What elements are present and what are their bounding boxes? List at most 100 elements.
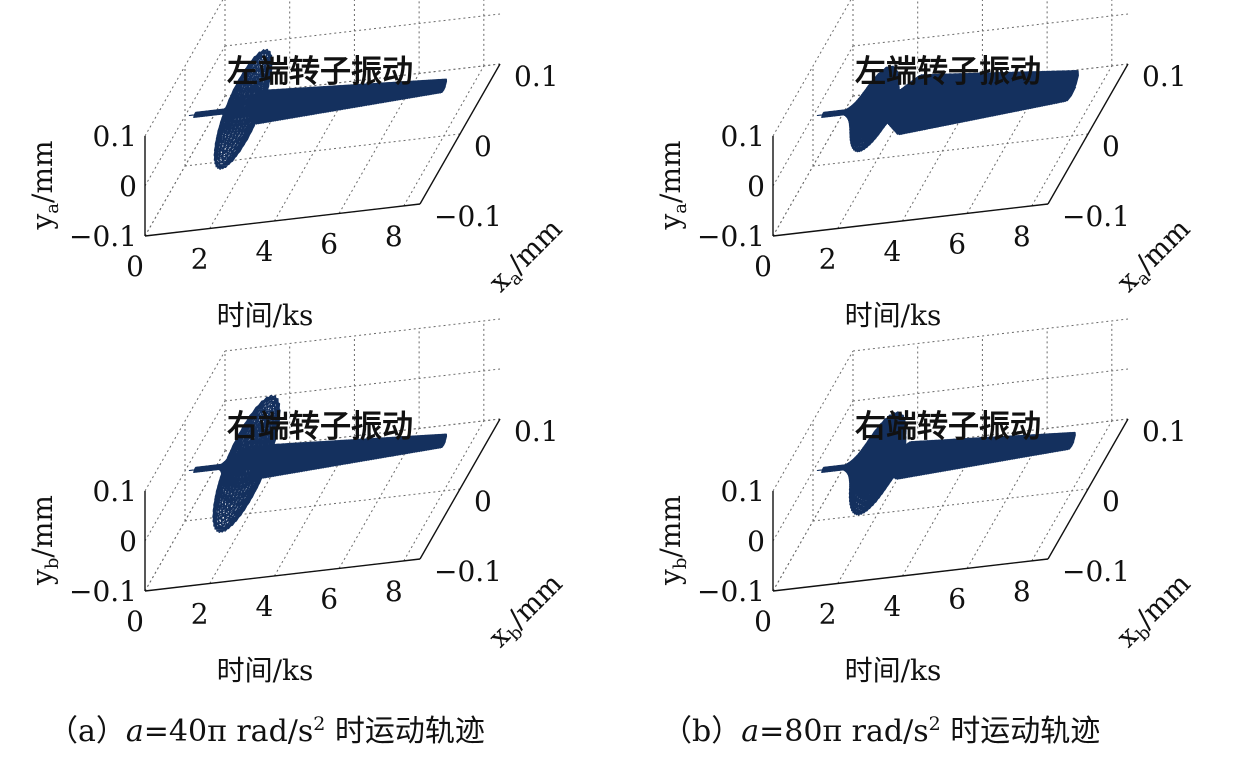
z-tick-label: −0.1 [1062,555,1130,588]
y-tick-label: 0.1 [92,120,137,153]
z-tick-label: −0.1 [1062,200,1130,233]
figure-canvas: 0 2 4 6 80.10−0.10.10−0.1左端转子振动时间/ksya/mmxa/… [26,0,1197,687]
time-axis-line [144,203,421,237]
depth-axis-line [419,63,501,205]
grid-back-y [852,368,1129,402]
z-tick-label: 0.1 [1142,60,1187,93]
time-axis-line [772,558,1049,592]
x-tick-label: 4 [255,590,273,623]
chart-b-right: 0 2 4 6 80.10−0.10.10−0.1右端转子振动时间/ksyb/mmxb/… [654,318,1197,687]
x-tick-label: 6 [320,227,338,260]
caption-b-suffix: 时运动轨迹 [940,714,1101,749]
y-tick-label: 0 [119,170,137,203]
grid-back-y [852,13,1129,47]
y-tick-label: 0.1 [720,120,765,153]
grid-left-y [144,350,226,492]
y-axis-label-sub: b [670,558,691,570]
trajectory-line [816,65,1079,153]
x-tick-label: 8 [1013,220,1031,253]
z-tick-label: 0 [474,485,492,518]
caption-a-sup: 2 [313,713,326,735]
y-tick-label: 0.1 [720,475,765,508]
x-tick-label: 2 [819,597,837,630]
y-axis-label-unit: /mm [654,140,687,203]
caption-a-suffix: 时运动轨迹 [325,714,485,749]
x-tick-label: 6 [320,582,338,615]
x-tick-label: 8 [385,575,403,608]
caption-b-var: a [741,714,760,749]
y-axis-label: ya/mm [26,140,63,230]
x-axis-label: 时间/ks [217,654,314,687]
grid-floor-x [812,488,1089,522]
grid-back-y [224,13,501,47]
z-tick-label: −0.1 [434,555,502,588]
caption-b-prefix: （b） [662,714,742,749]
caption-a-value: =40π rad/s [143,714,314,749]
chart-title: 左端转子振动 [855,54,1041,90]
depth-axis-line [1047,63,1129,205]
grid-floor-x [812,133,1089,167]
y-tick-label: −0.1 [69,220,137,253]
y-tick-label: −0.1 [69,575,137,608]
z-tick-label: 0 [1102,130,1120,163]
y-axis-label-unit: /mm [654,495,687,558]
grid-back-y [224,368,501,402]
depth-axis-line [419,418,501,560]
caption-a: （a）a=40π rad/s2 时运动轨迹 [48,706,485,750]
chart-a-right: 0 2 4 6 80.10−0.10.10−0.1右端转子振动时间/ksyb/mmxb/… [26,318,569,687]
y-axis-label-main: y [26,569,59,586]
x-tick-label: 0 [126,605,144,638]
x-tick-label: 4 [883,590,901,623]
chart-title: 右端转子振动 [855,409,1041,445]
y-axis-label: yb/mm [654,495,691,586]
time-axis-line [144,558,421,592]
x-tick-label: 6 [948,227,966,260]
y-axis-label-sub: b [42,558,63,570]
z-tick-label: 0 [1102,485,1120,518]
grid-back-y [852,318,1129,352]
y-axis-label-unit: /mm [26,140,59,203]
x-tick-label: 4 [883,235,901,268]
z-tick-label: 0.1 [514,60,559,93]
caption-b-value: =80π rad/s [759,714,929,749]
y-axis-label-sub: a [670,203,691,214]
y-axis-label-unit: /mm [26,495,59,558]
y-tick-label: −0.1 [697,575,765,608]
y-tick-label: −0.1 [697,220,765,253]
y-tick-label: 0 [747,525,765,558]
y-axis-label-main: y [26,214,59,231]
x-tick-label: 4 [255,235,273,268]
x-tick-label: 8 [1013,575,1031,608]
grid-left-y [772,350,854,492]
z-tick-label: 0.1 [1142,415,1187,448]
y-tick-label: 0 [119,525,137,558]
x-tick-label: 0 [126,250,144,283]
grid-left-y [144,0,224,137]
caption-b: （b）a=80π rad/s2 时运动轨迹 [662,706,1100,750]
y-axis-label: ya/mm [654,140,691,230]
x-axis-label: 时间/ks [845,299,942,332]
y-axis-label: yb/mm [26,495,63,586]
y-axis-label-main: y [654,569,687,586]
chart-b-left: 0 2 4 6 80.10−0.10.10−0.1左端转子振动时间/ksya/mmxa/… [654,0,1196,332]
z-tick-label: −0.1 [434,200,502,233]
trajectory-line [188,394,448,534]
y-axis-label-main: y [654,214,687,231]
y-tick-label: 0.1 [92,475,137,508]
trajectory-line [816,411,1076,516]
grid-back-y [224,318,501,352]
z-tick-label: 0.1 [514,415,559,448]
grid-left-y [772,0,852,137]
x-tick-label: 0 [754,250,772,283]
chart-title: 右端转子振动 [227,409,413,445]
time-axis-line [772,203,1049,237]
caption-a-var: a [125,714,144,749]
depth-axis-line [1047,418,1129,560]
x-tick-label: 2 [191,242,209,275]
caption-b-sup: 2 [928,713,941,735]
x-tick-label: 2 [819,242,837,275]
z-tick-label: 0 [474,130,492,163]
x-axis-label: 时间/ks [217,299,314,332]
chart-title: 左端转子振动 [227,54,413,90]
caption-a-prefix: （a） [48,714,126,749]
